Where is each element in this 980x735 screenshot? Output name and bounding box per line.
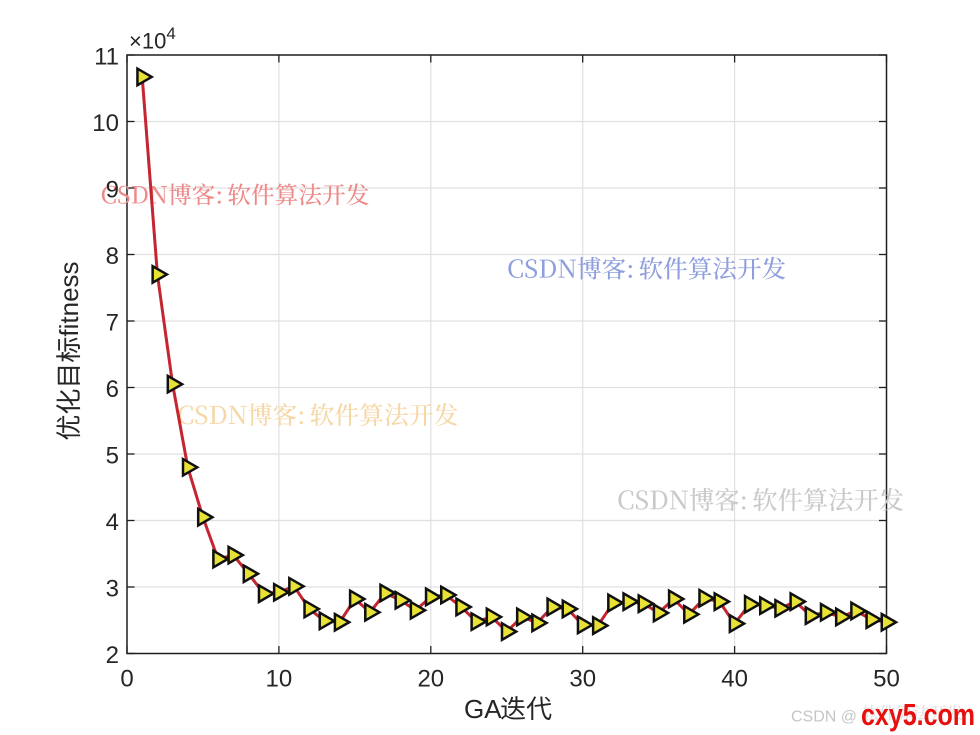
svg-text:cxy5.com: cxy5.com bbox=[861, 697, 975, 732]
svg-text:GA: GA bbox=[464, 694, 502, 724]
svg-text:10: 10 bbox=[92, 110, 119, 137]
svg-text:5: 5 bbox=[106, 442, 119, 469]
svg-text:8: 8 bbox=[106, 243, 119, 270]
svg-text:10: 10 bbox=[266, 666, 293, 693]
svg-text:fitness: fitness bbox=[54, 261, 84, 336]
svg-text:2: 2 bbox=[106, 642, 119, 669]
svg-text:CSDN @: CSDN @ bbox=[791, 709, 857, 726]
svg-text:×104: ×104 bbox=[129, 24, 176, 54]
svg-text:0: 0 bbox=[120, 666, 133, 693]
svg-text:9: 9 bbox=[106, 176, 119, 203]
svg-text:30: 30 bbox=[569, 666, 596, 693]
svg-text:40: 40 bbox=[721, 666, 748, 693]
svg-text:6: 6 bbox=[106, 376, 119, 403]
svg-text:4: 4 bbox=[106, 509, 119, 536]
svg-text:11: 11 bbox=[94, 43, 119, 70]
svg-text:3: 3 bbox=[106, 575, 119, 602]
svg-text:20: 20 bbox=[417, 666, 444, 693]
svg-text:50: 50 bbox=[873, 666, 900, 693]
svg-text:7: 7 bbox=[106, 309, 119, 336]
